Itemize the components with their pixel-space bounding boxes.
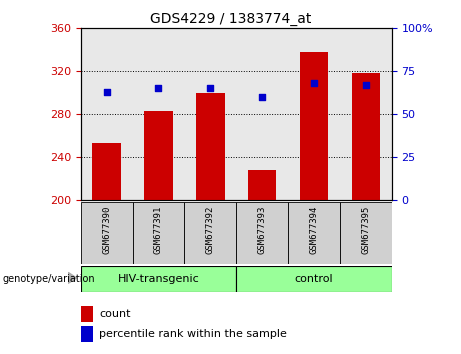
Point [310,80,318,86]
Bar [92,143,121,200]
Bar [340,202,392,264]
Text: GSM677394: GSM677394 [309,205,319,254]
Bar [196,93,225,200]
Polygon shape [68,273,77,283]
Text: percentile rank within the sample: percentile rank within the sample [100,330,287,339]
Bar [81,202,133,264]
Bar [352,73,380,200]
Bar [236,202,288,264]
Bar [133,202,184,264]
Bar [184,202,236,264]
Text: GSM677392: GSM677392 [206,205,215,254]
Bar [81,306,93,321]
Text: GSM677395: GSM677395 [361,205,371,254]
Text: genotype/variation: genotype/variation [2,274,95,284]
Text: GSM677393: GSM677393 [258,205,267,254]
Point [155,86,162,91]
Text: count: count [100,309,131,319]
Point [259,94,266,100]
Bar [288,202,340,264]
Bar [248,170,277,200]
Point [207,86,214,91]
Text: HIV-transgenic: HIV-transgenic [118,274,199,284]
Bar [81,326,93,342]
Bar [300,52,328,200]
Text: GSM677391: GSM677391 [154,205,163,254]
Bar [144,111,173,200]
Text: GSM677390: GSM677390 [102,205,111,254]
Text: control: control [295,274,333,284]
Point [103,89,110,95]
Point [362,82,370,88]
Bar [81,266,236,292]
Bar [236,266,392,292]
Text: GDS4229 / 1383774_at: GDS4229 / 1383774_at [150,12,311,27]
